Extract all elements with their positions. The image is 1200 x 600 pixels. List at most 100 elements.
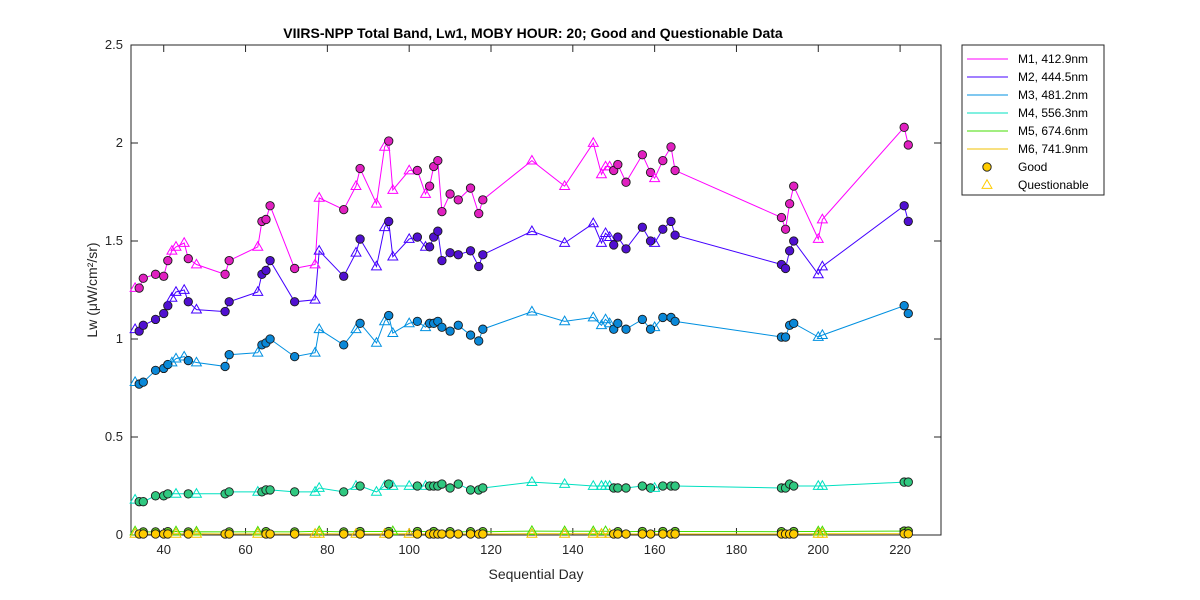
x-axis-label: Sequential Day <box>489 566 584 582</box>
good-point <box>445 326 455 336</box>
questionable-point <box>603 317 616 328</box>
questionable-point <box>526 475 538 486</box>
questionable-point <box>313 481 325 492</box>
questionable-point <box>313 527 325 538</box>
good-point <box>670 529 680 539</box>
questionable-point <box>370 336 383 347</box>
good-point <box>621 483 631 493</box>
good-point <box>265 334 275 344</box>
good-point <box>658 224 668 234</box>
good-point <box>163 301 173 311</box>
questionable-point <box>370 197 383 208</box>
good-point <box>784 246 795 256</box>
good-point <box>658 155 668 166</box>
good-point <box>784 199 795 209</box>
x-tick-label: 80 <box>320 542 334 557</box>
good-point <box>465 529 476 539</box>
good-point <box>465 485 476 495</box>
good-point <box>670 230 680 240</box>
questionable-point <box>648 172 661 183</box>
good-point <box>261 265 271 276</box>
questionable-point <box>350 179 362 190</box>
questionable-point <box>190 356 203 367</box>
good-point <box>445 189 455 199</box>
questionable-point <box>387 250 399 261</box>
questionable-point <box>190 487 203 498</box>
questionable-point <box>170 285 182 296</box>
good-point <box>261 214 271 225</box>
good-point <box>670 481 680 491</box>
x-tick-label: 140 <box>562 542 584 557</box>
good-point <box>478 250 488 260</box>
x-tick-label: 120 <box>480 542 502 557</box>
questionable-point <box>526 154 538 165</box>
good-point <box>355 234 365 244</box>
x-tick-label: 180 <box>726 542 748 557</box>
good-point <box>412 232 423 242</box>
questionable-point <box>403 232 415 243</box>
questionable-point <box>252 285 264 296</box>
good-point <box>666 142 676 152</box>
questionable-point <box>595 527 608 538</box>
questionable-point <box>595 236 608 247</box>
good-point <box>453 479 463 489</box>
questionable-point <box>370 485 383 496</box>
questionable-point <box>558 527 571 538</box>
questionable-point <box>816 479 829 490</box>
series-markers <box>129 122 913 539</box>
questionable-point <box>587 527 600 538</box>
good-point <box>289 263 300 274</box>
good-point <box>159 271 169 281</box>
good-point <box>478 483 488 493</box>
questionable-point <box>526 527 538 538</box>
questionable-point <box>190 525 203 536</box>
good-point <box>453 250 463 260</box>
good-point <box>355 529 365 539</box>
good-point <box>412 316 423 327</box>
good-point <box>265 201 275 211</box>
questionable-point <box>599 226 612 238</box>
y-tick-label: 1 <box>116 331 123 346</box>
good-point <box>637 481 648 491</box>
good-point <box>903 140 913 150</box>
questionable-point <box>252 346 264 357</box>
good-point <box>138 497 148 507</box>
good-point <box>224 487 234 497</box>
questionable-point <box>403 479 415 490</box>
questionable-point <box>378 221 391 232</box>
good-point <box>384 529 394 539</box>
questionable-point <box>252 527 264 538</box>
good-point <box>265 255 275 266</box>
good-point <box>899 122 909 132</box>
y-tick-label: 0 <box>116 527 123 542</box>
questionable-point <box>170 240 182 251</box>
chart-title: VIIRS-NPP Total Band, Lw1, MOBY HOUR: 20… <box>283 25 783 41</box>
good-point <box>424 181 435 191</box>
questionable-point <box>403 317 415 328</box>
questionable-point <box>309 258 321 269</box>
good-point <box>453 195 463 205</box>
y-axis-label: Lw (μW/cm²/sr) <box>84 242 100 337</box>
good-point <box>445 248 455 258</box>
legend-good-marker <box>982 162 992 172</box>
good-point <box>613 232 623 242</box>
good-point <box>339 204 349 215</box>
questionable-point <box>526 305 538 316</box>
questionable-point <box>587 311 600 322</box>
questionable-point <box>595 168 608 179</box>
questionable-point <box>190 258 203 269</box>
legend-label: M5, 674.6nm <box>1018 124 1088 138</box>
good-point <box>433 226 443 236</box>
questionable-point <box>170 525 182 536</box>
good-point <box>776 212 787 223</box>
legend-label: M4, 556.3nm <box>1018 106 1088 120</box>
good-point <box>789 181 799 191</box>
good-point <box>621 529 631 539</box>
questionable-point <box>190 303 203 314</box>
questionable-point <box>526 224 538 236</box>
good-point <box>150 491 161 501</box>
good-point <box>780 263 791 274</box>
good-point <box>433 155 443 166</box>
good-point <box>224 529 234 539</box>
good-point <box>789 481 799 491</box>
